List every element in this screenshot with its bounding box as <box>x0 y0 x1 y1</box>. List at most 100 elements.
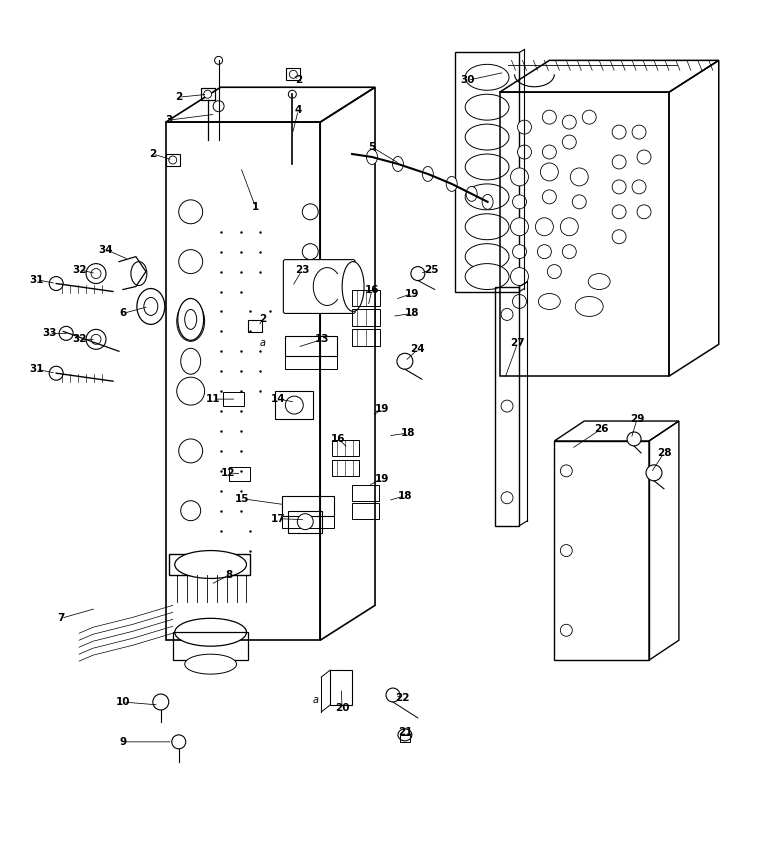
Bar <box>200 89 215 100</box>
Ellipse shape <box>153 694 168 710</box>
Text: 21: 21 <box>398 727 412 737</box>
Text: 18: 18 <box>401 428 415 438</box>
Text: 11: 11 <box>206 394 220 404</box>
Text: 18: 18 <box>398 491 412 501</box>
Ellipse shape <box>547 264 562 279</box>
Ellipse shape <box>411 267 425 281</box>
Ellipse shape <box>446 177 457 191</box>
Text: 6: 6 <box>119 308 127 319</box>
Bar <box>165 122 320 641</box>
Text: 32: 32 <box>72 264 87 275</box>
Ellipse shape <box>511 268 528 286</box>
Ellipse shape <box>465 94 509 121</box>
Ellipse shape <box>465 244 509 269</box>
Ellipse shape <box>646 465 662 480</box>
Text: 2: 2 <box>175 92 182 102</box>
Text: 3: 3 <box>165 115 172 125</box>
Ellipse shape <box>465 154 509 180</box>
Ellipse shape <box>465 124 509 150</box>
Text: 24: 24 <box>411 344 425 354</box>
Ellipse shape <box>386 688 400 702</box>
Text: 19: 19 <box>375 474 389 484</box>
Ellipse shape <box>535 218 553 236</box>
Ellipse shape <box>572 195 586 209</box>
Ellipse shape <box>392 157 404 171</box>
Ellipse shape <box>398 729 412 740</box>
Ellipse shape <box>560 218 578 236</box>
Ellipse shape <box>178 200 203 224</box>
Bar <box>352 289 380 307</box>
Ellipse shape <box>86 330 106 350</box>
Bar <box>352 503 379 518</box>
Ellipse shape <box>562 115 576 129</box>
Ellipse shape <box>177 301 205 341</box>
Bar <box>332 460 359 476</box>
Ellipse shape <box>512 195 527 209</box>
Ellipse shape <box>465 65 509 90</box>
Text: 27: 27 <box>510 338 524 349</box>
Text: 17: 17 <box>271 514 285 523</box>
Ellipse shape <box>538 294 560 309</box>
Text: 18: 18 <box>405 308 419 319</box>
Text: 31: 31 <box>29 275 43 284</box>
Bar <box>168 554 250 575</box>
Ellipse shape <box>178 299 203 340</box>
Ellipse shape <box>518 145 531 159</box>
Ellipse shape <box>175 618 247 647</box>
Bar <box>554 441 649 660</box>
Ellipse shape <box>512 294 527 308</box>
Text: 9: 9 <box>119 737 127 746</box>
Ellipse shape <box>511 168 528 186</box>
Ellipse shape <box>59 326 73 340</box>
Bar <box>285 356 337 369</box>
Ellipse shape <box>213 101 224 112</box>
Text: 8: 8 <box>225 571 232 580</box>
Text: 1: 1 <box>252 201 259 212</box>
Ellipse shape <box>285 396 304 414</box>
Text: 16: 16 <box>331 434 345 444</box>
Text: 13: 13 <box>315 334 329 344</box>
Bar <box>455 53 519 292</box>
Bar <box>286 68 301 80</box>
Bar <box>495 287 519 526</box>
Text: 10: 10 <box>115 697 131 707</box>
Ellipse shape <box>49 366 63 381</box>
Bar <box>330 670 352 705</box>
Bar <box>248 320 263 332</box>
Ellipse shape <box>466 186 477 201</box>
Ellipse shape <box>501 492 513 504</box>
Bar <box>285 337 337 356</box>
Ellipse shape <box>298 514 313 530</box>
Ellipse shape <box>518 121 531 134</box>
Bar <box>173 632 248 660</box>
Ellipse shape <box>181 349 200 375</box>
Ellipse shape <box>512 245 527 258</box>
Bar <box>288 511 323 533</box>
Text: 33: 33 <box>42 328 56 338</box>
Ellipse shape <box>178 439 203 463</box>
Bar <box>352 309 380 326</box>
Bar <box>332 440 359 456</box>
Ellipse shape <box>501 308 513 320</box>
Text: 7: 7 <box>58 613 65 623</box>
Ellipse shape <box>613 230 626 244</box>
Ellipse shape <box>137 288 165 325</box>
Text: 22: 22 <box>395 693 409 703</box>
Ellipse shape <box>177 377 205 405</box>
Text: 12: 12 <box>222 468 236 478</box>
Bar <box>282 516 334 528</box>
Ellipse shape <box>560 544 572 556</box>
Bar <box>400 735 410 742</box>
Ellipse shape <box>203 90 212 98</box>
Ellipse shape <box>302 204 318 220</box>
Ellipse shape <box>482 195 493 209</box>
Ellipse shape <box>582 110 597 124</box>
Bar <box>165 154 180 166</box>
Ellipse shape <box>570 168 588 186</box>
Text: 16: 16 <box>365 284 380 294</box>
Text: 2: 2 <box>294 75 302 85</box>
Text: 2: 2 <box>150 149 156 159</box>
Text: 14: 14 <box>271 394 285 404</box>
Ellipse shape <box>637 150 651 164</box>
Bar <box>228 467 250 480</box>
